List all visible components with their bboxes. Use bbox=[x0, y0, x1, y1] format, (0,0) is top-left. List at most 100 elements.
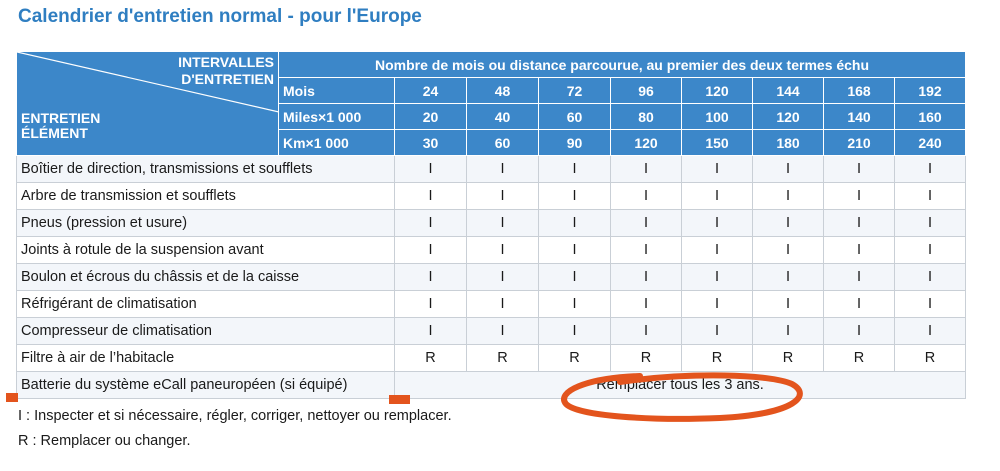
legend-replace: R : Remplacer ou changer. bbox=[18, 433, 191, 449]
interval-cell: I bbox=[681, 209, 753, 237]
unit-label: Mois bbox=[278, 77, 395, 104]
interval-cell: R bbox=[681, 344, 753, 372]
header-cell: 90 bbox=[538, 129, 611, 156]
header-cell: 48 bbox=[466, 77, 539, 104]
table-row-ecall: Batterie du système eCall paneuropéen (s… bbox=[16, 371, 967, 399]
table-row: Boulon et écrous du châssis et de la cai… bbox=[16, 263, 967, 291]
interval-cell: I bbox=[394, 182, 467, 210]
interval-cell: I bbox=[752, 317, 824, 345]
item-name: Compresseur de climatisation bbox=[16, 317, 395, 345]
intervals-label-line1: INTERVALLES bbox=[178, 54, 274, 70]
interval-cell: I bbox=[466, 263, 539, 291]
interval-cell: I bbox=[394, 155, 467, 183]
interval-cell: I bbox=[394, 236, 467, 264]
item-name: Pneus (pression et usure) bbox=[16, 209, 395, 237]
interval-cell: I bbox=[610, 209, 682, 237]
header-cell: 192 bbox=[893, 77, 967, 104]
header-cell: 140 bbox=[823, 103, 895, 130]
interval-cell: I bbox=[823, 263, 895, 291]
interval-cell: R bbox=[752, 344, 824, 372]
interval-cell: I bbox=[752, 290, 824, 318]
unit-label: Km×1 000 bbox=[278, 129, 395, 156]
interval-cell: R bbox=[610, 344, 682, 372]
header-cell: 160 bbox=[893, 103, 967, 130]
interval-cell: I bbox=[893, 155, 967, 183]
interval-cell: I bbox=[538, 155, 611, 183]
header-cell: 96 bbox=[610, 77, 682, 104]
interval-span-title: Nombre de mois ou distance parcourue, au… bbox=[277, 51, 967, 78]
interval-cell: I bbox=[538, 236, 611, 264]
interval-cell: I bbox=[538, 263, 611, 291]
table-row: Pneus (pression et usure) I I I I I I I I bbox=[16, 209, 967, 237]
interval-cell: I bbox=[893, 263, 967, 291]
interval-cell: I bbox=[538, 317, 611, 345]
interval-cell: I bbox=[394, 263, 467, 291]
header-corner: INTERVALLES D'ENTRETIEN ENTRETIEN ÉLÉMEN… bbox=[16, 51, 279, 156]
interval-cell: R bbox=[893, 344, 967, 372]
header-cell: 80 bbox=[610, 103, 682, 130]
interval-cell: I bbox=[823, 155, 895, 183]
interval-cell: R bbox=[394, 344, 467, 372]
interval-cell: I bbox=[610, 182, 682, 210]
annotation-marker-right bbox=[389, 395, 410, 404]
table-row: Filtre à air de l’habitacle R R R R R R R R bbox=[16, 344, 967, 372]
item-name: Joints à rotule de la suspension avant bbox=[16, 236, 395, 264]
header-cell: 180 bbox=[752, 129, 824, 156]
interval-cell: I bbox=[823, 236, 895, 264]
header-cell: 30 bbox=[394, 129, 467, 156]
interval-cell: I bbox=[752, 182, 824, 210]
item-label-line1: ENTRETIEN bbox=[21, 110, 101, 126]
diagonal-divider bbox=[17, 52, 279, 113]
interval-cell: I bbox=[466, 155, 539, 183]
table-row: Arbre de transmission et soufflets I I I I I I… bbox=[16, 182, 967, 210]
unit-label: Miles×1 000 bbox=[278, 103, 395, 130]
header-cell: 168 bbox=[823, 77, 895, 104]
interval-cell: I bbox=[466, 317, 539, 345]
header-row-km: Km×1 000 30 60 90 120 150 180 210 240 bbox=[17, 129, 967, 156]
interval-cell: I bbox=[893, 317, 967, 345]
interval-cell: I bbox=[681, 236, 753, 264]
interval-cell: I bbox=[394, 290, 467, 318]
interval-cell: I bbox=[610, 236, 682, 264]
interval-cell: I bbox=[538, 209, 611, 237]
header-cell: 240 bbox=[893, 129, 967, 156]
item-name: Boîtier de direction, transmissions et s… bbox=[16, 155, 395, 183]
interval-cell: R bbox=[466, 344, 539, 372]
header-cell: 40 bbox=[466, 103, 539, 130]
interval-cell: I bbox=[610, 263, 682, 291]
interval-cell: I bbox=[538, 290, 611, 318]
header-cell: 60 bbox=[466, 129, 539, 156]
header-cell: 60 bbox=[538, 103, 611, 130]
annotation-marker-left bbox=[6, 393, 18, 402]
table-row: Boîtier de direction, transmissions et s… bbox=[16, 155, 967, 183]
interval-cell: I bbox=[893, 209, 967, 237]
header-cell: 100 bbox=[681, 103, 753, 130]
header-cell: 72 bbox=[538, 77, 611, 104]
header-cell: 24 bbox=[394, 77, 467, 104]
interval-cell: I bbox=[681, 290, 753, 318]
interval-cell: I bbox=[610, 317, 682, 345]
header-cell: 150 bbox=[681, 129, 753, 156]
item-label-line2: ÉLÉMENT bbox=[21, 125, 88, 141]
interval-cell: I bbox=[752, 155, 824, 183]
interval-cell: I bbox=[538, 182, 611, 210]
interval-cell: I bbox=[823, 209, 895, 237]
header-cell: 210 bbox=[823, 129, 895, 156]
interval-cell: I bbox=[466, 182, 539, 210]
table-body: Boîtier de direction, transmissions et s… bbox=[16, 155, 967, 399]
page-title: Calendrier d'entretien normal - pour l'E… bbox=[18, 6, 422, 27]
item-name: Batterie du système eCall paneuropéen (s… bbox=[16, 371, 395, 399]
interval-cell: I bbox=[893, 182, 967, 210]
interval-cell: I bbox=[893, 290, 967, 318]
table-row: Compresseur de climatisation I I I I I I I I bbox=[16, 317, 967, 345]
interval-cell: I bbox=[681, 317, 753, 345]
interval-cell: R bbox=[538, 344, 611, 372]
interval-cell: I bbox=[823, 182, 895, 210]
item-name: Boulon et écrous du châssis et de la cai… bbox=[16, 263, 395, 291]
legend-inspect: I : Inspecter et si nécessaire, régler, … bbox=[18, 408, 452, 424]
interval-cell: I bbox=[752, 236, 824, 264]
interval-cell: I bbox=[466, 209, 539, 237]
header-cell: 120 bbox=[610, 129, 682, 156]
maintenance-table: INTERVALLES D'ENTRETIEN ENTRETIEN ÉLÉMEN… bbox=[16, 51, 967, 399]
